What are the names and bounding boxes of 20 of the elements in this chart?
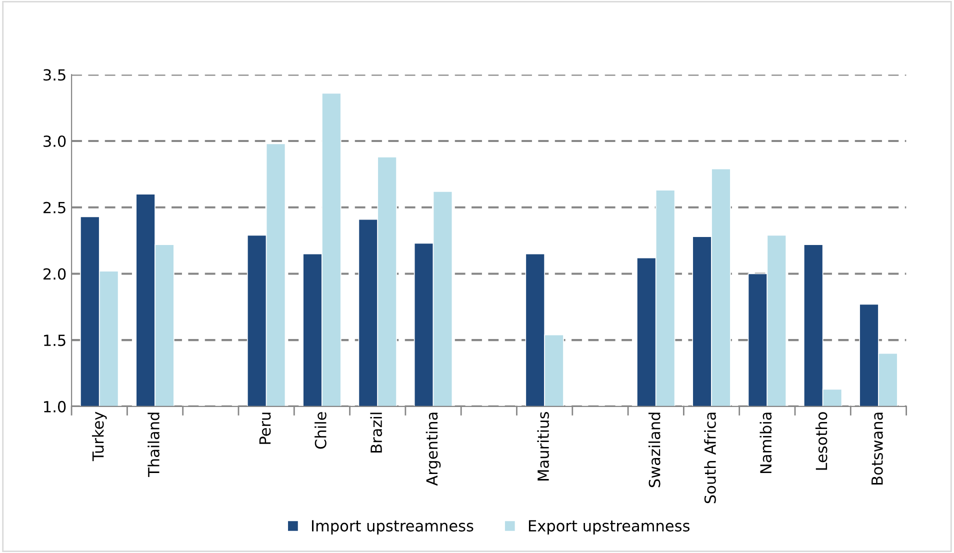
x-tick-label: Turkey — [92, 412, 107, 462]
x-tick-label: Peru — [259, 412, 271, 444]
legend-label: Import upstreamness — [312, 520, 474, 535]
x-tick-label: Mauritius — [537, 412, 550, 480]
y-tick-label: 1.5 — [44, 334, 66, 346]
y-tick-label: 3.5 — [44, 69, 66, 81]
x-tick-label: Chile — [314, 412, 326, 449]
x-tick-label: Brazil — [370, 412, 382, 452]
y-tick-label: 2.0 — [44, 268, 66, 280]
x-tick-label: Argentina — [426, 412, 441, 486]
y-tick-label: 2.5 — [44, 202, 66, 214]
x-tick-label: Botswana — [872, 412, 883, 484]
y-tick-label: 1.0 — [44, 400, 66, 412]
x-tick-label: Namibia — [760, 412, 772, 474]
x-tick-label: Swaziland — [648, 412, 660, 488]
x-tick-label: South Africa — [704, 412, 716, 504]
legend-label: Export upstreamness — [528, 520, 690, 535]
x-tick-label: Lesotho — [815, 412, 828, 470]
x-tick-label: Thailand — [148, 412, 160, 477]
y-tick-label: 3.0 — [44, 135, 66, 148]
